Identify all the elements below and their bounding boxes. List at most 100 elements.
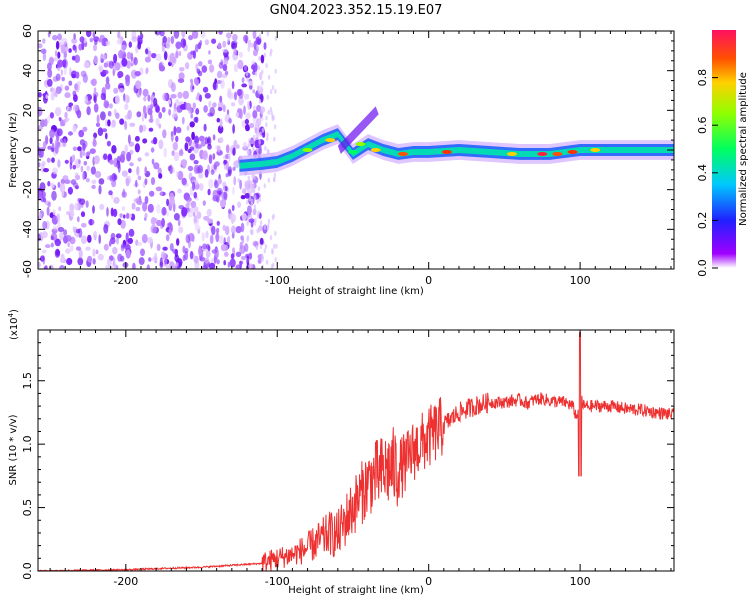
spectral-cell xyxy=(260,109,263,115)
spectral-cell xyxy=(226,109,230,115)
spectral-cell xyxy=(181,177,187,186)
spectral-cell xyxy=(39,182,46,192)
spectral-cell xyxy=(128,168,132,174)
spectral-cell xyxy=(113,53,118,64)
spectral-cell xyxy=(121,170,128,177)
spectral-cell xyxy=(38,146,41,156)
spectral-cell xyxy=(128,228,135,237)
spectral-cell xyxy=(198,183,204,191)
spectral-cell xyxy=(185,136,191,143)
spectral-cell xyxy=(246,199,249,205)
spectral-cell xyxy=(271,215,275,221)
spectral-cell xyxy=(144,166,147,174)
spectral-cell xyxy=(145,69,148,75)
spectral-cell xyxy=(62,175,69,182)
spectral-cell xyxy=(223,58,228,66)
spectral-cell xyxy=(192,102,196,109)
spectral-cell xyxy=(51,157,55,163)
spectral-cell xyxy=(119,154,125,163)
spectral-cell xyxy=(237,201,242,208)
chart-title: GN04.2023.352.15.19.E07 xyxy=(270,3,443,18)
spectral-cell xyxy=(118,50,123,59)
spectral-cell xyxy=(239,179,243,190)
spectral-cell xyxy=(61,76,65,82)
spectral-cell xyxy=(192,212,196,217)
spectral-cell xyxy=(216,80,222,84)
spectral-cell xyxy=(247,142,250,148)
x-tick-label: -200 xyxy=(113,274,138,287)
spectral-cell xyxy=(68,131,73,136)
spectrogram-xlabel: Height of straight line (km) xyxy=(288,286,424,297)
spectral-cell xyxy=(263,52,267,58)
spectral-cell xyxy=(98,38,103,43)
spectral-cell xyxy=(252,208,257,216)
spectral-cell xyxy=(102,54,106,61)
spectral-cell xyxy=(254,71,258,77)
spectrogram-ylabel: Frequency (Hz) xyxy=(8,112,19,188)
spectral-cell xyxy=(141,233,148,244)
spectral-cell xyxy=(78,129,85,138)
spectral-cell xyxy=(89,218,93,226)
spectral-cell xyxy=(136,111,142,118)
spectral-cell xyxy=(206,138,211,144)
spectral-cell xyxy=(71,154,76,162)
spectral-cell xyxy=(59,231,64,241)
spectral-cell xyxy=(248,263,254,269)
spectral-cell xyxy=(50,182,55,189)
spectral-cell xyxy=(117,253,123,262)
spectral-cell xyxy=(113,174,118,181)
spectral-cell xyxy=(201,65,208,73)
spectral-cell xyxy=(215,232,220,243)
spectral-cell xyxy=(147,203,154,213)
spectral-cell xyxy=(111,145,117,154)
spectral-cell xyxy=(72,164,77,170)
spectral-cell xyxy=(55,40,60,50)
spectral-cell xyxy=(156,203,161,214)
spectral-cell xyxy=(252,240,259,247)
spectral-cell xyxy=(217,107,223,112)
spectral-cell xyxy=(194,206,199,213)
spectral-cell xyxy=(127,109,132,120)
spectral-cell xyxy=(221,48,229,53)
spectral-cell xyxy=(173,31,180,39)
spectral-cell xyxy=(117,71,124,78)
spectral-cell xyxy=(137,175,142,181)
spectral-cell xyxy=(75,71,80,79)
spectral-cell xyxy=(216,227,220,234)
spectral-cell xyxy=(72,104,79,112)
spectral-cell xyxy=(50,147,55,152)
spectral-cell xyxy=(94,39,98,46)
spectral-cell xyxy=(76,109,82,119)
spectral-cell xyxy=(232,186,235,196)
x-tick-label: -200 xyxy=(113,575,138,588)
spectral-cell xyxy=(118,87,125,93)
spectral-cell xyxy=(194,44,199,53)
spectral-cell xyxy=(218,61,224,69)
spectral-cell xyxy=(103,62,109,68)
hot-spot xyxy=(302,148,313,152)
spectral-cell xyxy=(263,248,266,254)
spectral-cell xyxy=(256,38,261,46)
spectral-cell xyxy=(259,72,263,81)
spectral-cell xyxy=(72,182,79,188)
spectral-cell xyxy=(208,262,216,269)
spectral-cell xyxy=(195,108,200,115)
spectral-cell xyxy=(185,234,190,244)
spectral-cell xyxy=(163,257,168,267)
spectral-cell xyxy=(112,246,118,255)
spectral-cell xyxy=(212,81,218,91)
spectral-cell xyxy=(97,253,104,261)
spectral-cell xyxy=(220,79,225,89)
spectral-cell xyxy=(253,105,256,111)
spectral-cell xyxy=(47,145,53,150)
spectral-cell xyxy=(193,164,200,174)
spectral-cell xyxy=(55,73,61,81)
spectral-cell xyxy=(239,260,242,269)
spectral-cell xyxy=(105,76,110,84)
spectral-cell xyxy=(228,117,232,124)
spectral-cell xyxy=(113,62,117,73)
spectral-cell xyxy=(131,202,136,210)
spectral-cell xyxy=(275,243,278,249)
spectral-cell xyxy=(59,138,65,143)
spectral-cell xyxy=(230,225,237,234)
